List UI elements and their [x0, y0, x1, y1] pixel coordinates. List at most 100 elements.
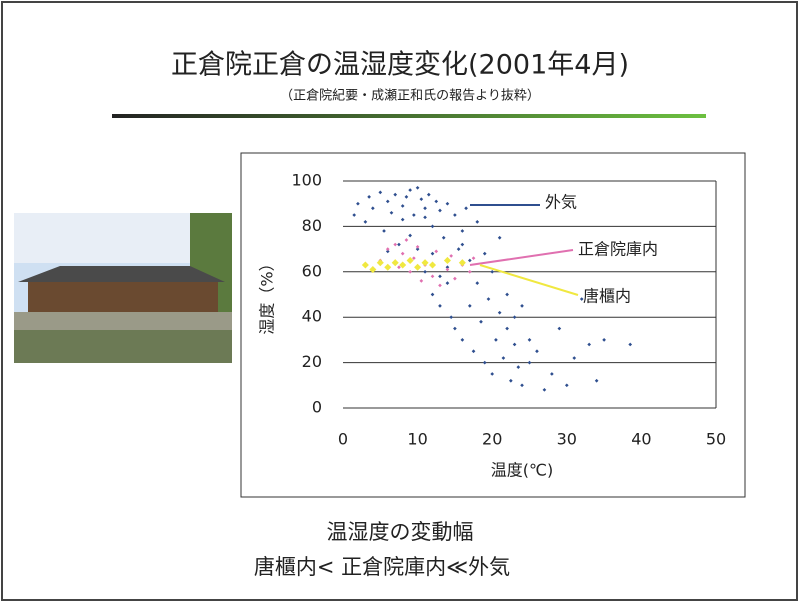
point [587, 342, 592, 347]
slide-title: 正倉院正倉の温湿度変化(2001年4月) [171, 50, 629, 81]
point [516, 365, 521, 369]
point [391, 259, 399, 267]
point [445, 201, 450, 206]
point [479, 319, 483, 324]
point [438, 274, 442, 279]
point [579, 297, 584, 301]
point [430, 224, 435, 229]
point [494, 338, 498, 342]
point [363, 220, 368, 224]
slide-subtitle: （正倉院紀要・成瀬正和氏の報告より抜粋） [280, 88, 540, 104]
point [564, 383, 569, 388]
point [376, 259, 384, 267]
point [356, 201, 360, 206]
point [367, 195, 371, 199]
callout-label: 正倉院庫内 [578, 240, 658, 259]
point [384, 263, 392, 271]
point [404, 195, 409, 199]
point [423, 269, 427, 274]
point [369, 265, 377, 274]
point [423, 215, 427, 220]
point [460, 242, 465, 247]
point [527, 360, 532, 365]
y-tick-label: 60 [302, 261, 322, 280]
point [434, 249, 439, 254]
point [471, 349, 476, 354]
point [475, 281, 480, 285]
callout-label: 唐櫃内 [583, 287, 631, 306]
point [426, 192, 431, 197]
photo [14, 213, 232, 363]
point [490, 372, 495, 376]
point [419, 279, 424, 283]
point [471, 256, 476, 261]
point [430, 274, 435, 279]
point [393, 192, 398, 197]
point [449, 254, 454, 258]
point [501, 356, 506, 360]
point [486, 297, 491, 301]
y-tick-label: 0 [312, 398, 322, 417]
x-tick-label: 0 [338, 430, 348, 449]
divider [112, 114, 706, 118]
caption: 唐櫃内< 正倉院庫内≪外気 [254, 555, 510, 579]
point [453, 326, 457, 331]
point [400, 204, 405, 208]
point [400, 251, 405, 256]
point [497, 235, 502, 240]
point [594, 378, 599, 383]
point [443, 256, 451, 264]
point [572, 356, 577, 360]
point [397, 242, 401, 247]
point [453, 276, 457, 281]
point [467, 269, 472, 274]
point [490, 269, 495, 274]
point [399, 261, 407, 269]
point [550, 372, 554, 376]
point [385, 249, 390, 254]
point [385, 199, 390, 204]
caption: 温湿度の変動幅 [327, 520, 474, 544]
point [467, 258, 472, 263]
point [406, 256, 414, 264]
point [393, 242, 398, 247]
point [460, 338, 465, 342]
point [449, 315, 454, 320]
point [408, 233, 412, 238]
point [438, 283, 442, 288]
point [505, 292, 509, 297]
y-tick-label: 40 [302, 307, 322, 326]
point [428, 261, 437, 269]
point [389, 210, 394, 215]
x-tick-label: 20 [482, 430, 502, 449]
point [542, 388, 547, 392]
point [438, 304, 442, 308]
point [520, 383, 524, 388]
point [412, 213, 416, 217]
point [412, 256, 416, 261]
point [464, 206, 468, 211]
y-tick-label: 100 [291, 171, 322, 190]
point [527, 338, 532, 342]
point [421, 259, 429, 267]
point [414, 263, 422, 271]
x-tick-label: 10 [407, 430, 427, 449]
point [497, 310, 502, 315]
point [361, 261, 369, 269]
point [512, 315, 517, 320]
point [415, 247, 420, 251]
point [441, 235, 446, 240]
point [458, 259, 466, 267]
point [382, 229, 386, 233]
point [445, 265, 450, 270]
point [408, 269, 412, 274]
point [400, 217, 405, 222]
point [505, 326, 509, 331]
y-tick-label: 80 [302, 216, 322, 235]
point [371, 206, 375, 211]
point [404, 238, 409, 242]
point [438, 208, 442, 213]
point [352, 213, 357, 217]
point [423, 206, 427, 211]
